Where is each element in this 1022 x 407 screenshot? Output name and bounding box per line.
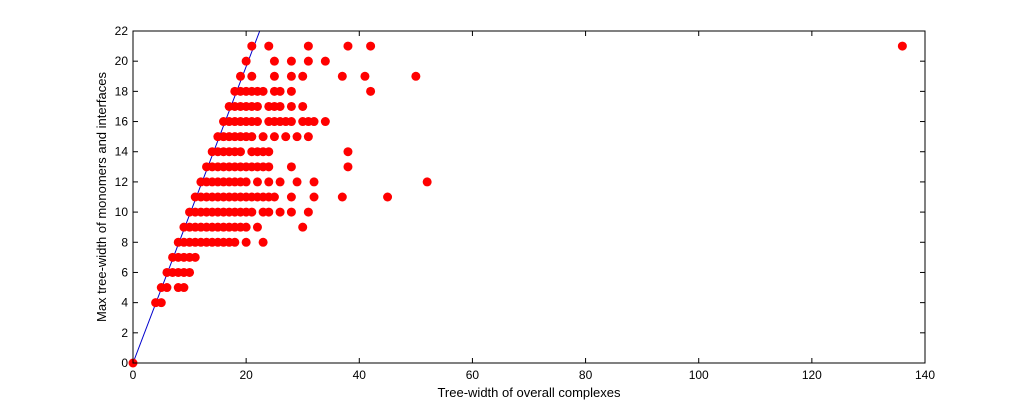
data-point	[286, 207, 296, 217]
data-point	[241, 222, 251, 232]
y-tick-label: 4	[121, 296, 128, 310]
axis-tick-labels: 0 20 40 60 80 100 120 140 0 2 4 6 8 10 12 14 16 18 20 22	[115, 24, 936, 382]
data-points	[128, 41, 907, 368]
data-point	[411, 71, 421, 81]
y-tick-label: 8	[121, 235, 128, 249]
data-point	[275, 207, 285, 217]
data-point	[343, 162, 353, 172]
data-point	[343, 41, 353, 51]
data-point	[286, 117, 296, 127]
data-point	[258, 132, 268, 142]
data-point	[298, 71, 308, 81]
x-tick-label: 80	[579, 368, 593, 382]
data-point	[337, 71, 347, 81]
data-point	[303, 41, 313, 51]
y-tick-label: 18	[115, 84, 129, 98]
data-point	[343, 147, 353, 157]
x-tick-label: 100	[689, 368, 709, 382]
data-point	[247, 71, 257, 81]
x-tick-label: 20	[239, 368, 253, 382]
data-point	[286, 71, 296, 81]
data-point	[162, 283, 172, 293]
data-point	[383, 192, 393, 202]
y-tick-label: 16	[115, 115, 129, 129]
data-point	[366, 41, 376, 51]
data-point	[360, 71, 370, 81]
x-tick-label: 120	[802, 368, 822, 382]
data-point	[269, 56, 279, 66]
data-point	[309, 177, 319, 187]
y-tick-label: 10	[115, 205, 129, 219]
data-point	[320, 56, 330, 66]
data-point	[303, 132, 313, 142]
x-tick-label: 40	[353, 368, 367, 382]
y-tick-label: 20	[115, 54, 129, 68]
data-point	[241, 56, 251, 66]
data-point	[292, 177, 302, 187]
x-tick-label: 140	[915, 368, 935, 382]
data-point	[292, 132, 302, 142]
y-tick-label: 22	[115, 24, 129, 38]
data-point	[337, 192, 347, 202]
data-point	[247, 207, 257, 217]
data-point	[235, 147, 245, 157]
x-tick-label: 0	[130, 368, 137, 382]
data-point	[269, 192, 279, 202]
data-point	[241, 177, 251, 187]
data-point	[264, 207, 274, 217]
data-point	[422, 177, 432, 187]
data-point	[258, 237, 268, 247]
data-point	[275, 177, 285, 187]
data-point	[179, 283, 189, 293]
data-point	[264, 147, 274, 157]
data-point	[286, 101, 296, 111]
data-point	[298, 101, 308, 111]
data-point	[252, 117, 262, 127]
data-point	[230, 237, 240, 247]
data-point	[190, 252, 200, 262]
data-point	[264, 177, 274, 187]
data-point	[241, 237, 251, 247]
data-point	[309, 117, 319, 127]
y-tick-label: 6	[121, 265, 128, 279]
data-point	[185, 267, 195, 277]
data-point	[286, 56, 296, 66]
y-tick-label: 2	[121, 326, 128, 340]
plot-frame	[132, 30, 926, 364]
data-point	[303, 56, 313, 66]
data-point	[286, 192, 296, 202]
data-point	[264, 41, 274, 51]
data-point	[269, 132, 279, 142]
data-point	[247, 41, 257, 51]
data-point	[258, 86, 268, 96]
y-tick-label: 0	[121, 356, 128, 370]
data-point	[275, 86, 285, 96]
x-axis-label: Tree-width of overall complexes	[437, 385, 621, 400]
data-point	[269, 71, 279, 81]
y-tick-label: 14	[115, 145, 129, 159]
data-point	[252, 222, 262, 232]
data-point	[298, 222, 308, 232]
data-point	[235, 71, 245, 81]
data-point	[281, 132, 291, 142]
x-tick-label: 60	[466, 368, 480, 382]
data-point	[252, 177, 262, 187]
data-point	[303, 207, 313, 217]
data-point	[286, 86, 296, 96]
axis-ticks	[132, 30, 926, 364]
data-point	[366, 86, 376, 96]
data-point	[264, 162, 274, 172]
data-point	[252, 101, 262, 111]
data-point	[286, 162, 296, 172]
data-point	[897, 41, 907, 51]
data-point	[320, 117, 330, 127]
data-point	[309, 192, 319, 202]
data-point	[156, 298, 166, 308]
y-axis-label: Max tree-width of monomers and interface…	[94, 72, 109, 322]
y-tick-label: 12	[115, 175, 129, 189]
data-point	[275, 101, 285, 111]
data-point	[247, 132, 257, 142]
